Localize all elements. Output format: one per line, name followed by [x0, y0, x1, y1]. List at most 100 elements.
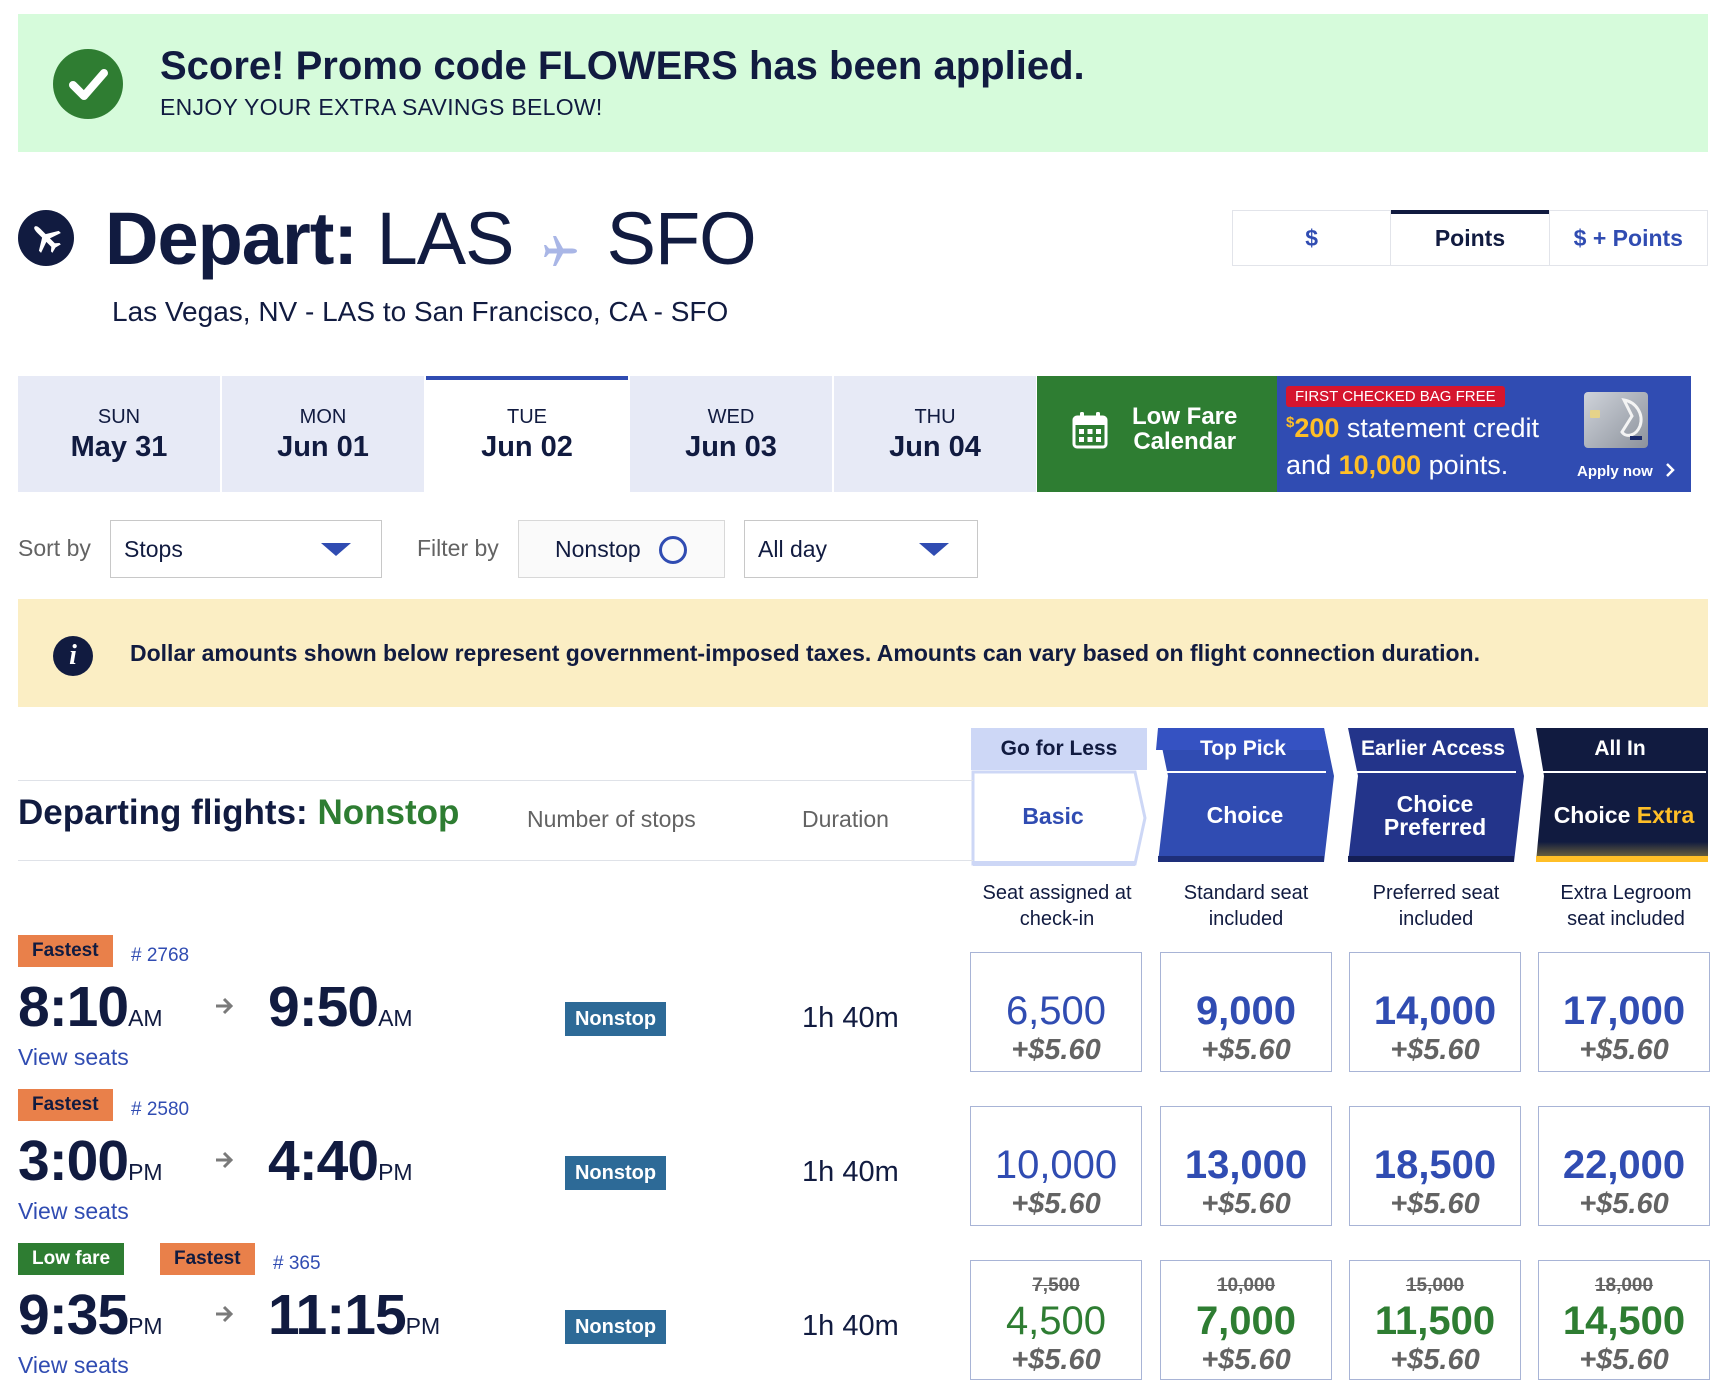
fare-points: 17,000	[1562, 989, 1686, 1033]
fare-tax: +$5.60	[1579, 1188, 1669, 1220]
fare-price-basic[interactable]: 10,000 +$5.60	[970, 1106, 1142, 1226]
currency-dollars-plus-points[interactable]: $ + Points	[1573, 224, 1683, 251]
view-seats-link[interactable]: View seats	[18, 1198, 129, 1224]
fare-tax: +$5.60	[1579, 1034, 1669, 1066]
column-header-duration: Duration	[802, 806, 889, 832]
arrival-time: 9:50AM	[268, 974, 413, 1040]
fare-description-choice: Standard seat included	[1160, 880, 1332, 932]
fare-price-basic[interactable]: 6,500 +$5.60	[970, 952, 1142, 1072]
flight-number: # 2580	[131, 1099, 190, 1120]
fare-points: 10,000	[994, 1143, 1118, 1187]
sort-select-value: Stops	[124, 536, 183, 562]
fare-points: 7,000	[1195, 1299, 1297, 1343]
chevron-down-icon	[919, 543, 949, 556]
currency-points[interactable]: Points	[1391, 210, 1550, 265]
radio-ring-icon	[659, 536, 687, 564]
view-seats-link[interactable]: View seats	[18, 1352, 129, 1378]
fare-description-choice-preferred: Preferred seat included	[1350, 880, 1522, 932]
fare-tax: +$5.60	[1579, 1344, 1669, 1376]
arrow-right-icon	[212, 992, 236, 1024]
flight-row[interactable]: Fastest # 2768 8:10AM 9:50AM View seats …	[0, 935, 1724, 1075]
column-header-stops: Number of stops	[527, 806, 696, 832]
credit-card-ad[interactable]: FIRST CHECKED BAG FREE $200 statement cr…	[1277, 376, 1691, 492]
arr-time-value: 4:40	[268, 1129, 379, 1193]
low-fare-calendar-button[interactable]: Low Fare Calendar	[1037, 376, 1277, 492]
dep-time-ampm: PM	[128, 1313, 163, 1339]
dep-time-value: 3:00	[18, 1129, 129, 1193]
depart-label: Depart:	[105, 197, 358, 280]
fare-tax: +$5.60	[1201, 1344, 1291, 1376]
fare-price-choice-extra[interactable]: 22,000 +$5.60	[1538, 1106, 1710, 1226]
fare-points: 14,500	[1562, 1299, 1686, 1343]
date-tab-jun-03[interactable]: WED Jun 03	[630, 376, 832, 492]
fare-tax: +$5.60	[1390, 1034, 1480, 1066]
chevron-down-icon	[321, 543, 351, 556]
arr-time-value: 11:15	[268, 1283, 407, 1347]
flight-duration: 1h 40m	[802, 1002, 899, 1034]
fare-desc-line-1: Standard seat	[1183, 882, 1309, 904]
fastest-tag: Fastest	[18, 1089, 113, 1121]
fare-price-choice-extra[interactable]: 17,000 +$5.60	[1538, 952, 1710, 1072]
low-fare-calendar-label: Low Fare Calendar	[1132, 404, 1237, 454]
currency-dollars[interactable]: $	[1233, 211, 1392, 265]
flight-row[interactable]: Fastest # 2580 3:00PM 4:40PM View seats …	[0, 1089, 1724, 1229]
divider	[18, 780, 973, 781]
fare-name: Choice Extra	[1540, 774, 1708, 856]
low-fare-line-2: Calendar	[1133, 428, 1237, 455]
card-ad-line-1: $200 statement credit	[1286, 413, 1539, 444]
date-tab-may-31[interactable]: SUN May 31	[18, 376, 220, 492]
date-tab-dow: SUN	[97, 406, 141, 428]
fare-original-points: 7,500	[1032, 1275, 1080, 1296]
fare-original-points: 15,000	[1405, 1275, 1465, 1296]
route-subtitle: Las Vegas, NV - LAS to San Francisco, CA…	[112, 296, 729, 327]
fare-price-choice[interactable]: 13,000 +$5.60	[1160, 1106, 1332, 1226]
arr-time-ampm: PM	[378, 1159, 413, 1185]
fare-tax: +$5.60	[1390, 1188, 1480, 1220]
arrow-right-icon	[212, 1146, 236, 1178]
stops-badge: Nonstop	[565, 1156, 666, 1190]
fare-name: Basic	[1022, 802, 1084, 829]
choice-preferred-fare-shape	[1342, 728, 1524, 869]
apply-now-link[interactable]: Apply now	[1577, 462, 1675, 482]
date-tab-jun-02[interactable]: TUE Jun 02	[426, 376, 628, 492]
date-tab-date: Jun 04	[889, 431, 981, 463]
fare-price-choice[interactable]: 10,000 7,000 +$5.60	[1160, 1260, 1332, 1380]
fastest-tag: Fastest	[160, 1243, 255, 1275]
fare-points: 11,500	[1374, 1299, 1496, 1343]
fare-tax: +$5.60	[1011, 1188, 1101, 1220]
fare-price-choice-preferred[interactable]: 14,000 +$5.60	[1349, 952, 1521, 1072]
fare-desc-line-2: included	[1208, 908, 1284, 930]
fare-desc-line-1: Preferred seat	[1372, 882, 1500, 904]
fare-price-choice-preferred[interactable]: 15,000 11,500 +$5.60	[1349, 1260, 1521, 1380]
fare-price-choice[interactable]: 9,000 +$5.60	[1160, 952, 1332, 1072]
time-of-day-select[interactable]: All day	[744, 520, 978, 578]
date-tab-dow: THU	[914, 406, 956, 428]
fare-name: Choice Preferred	[1350, 776, 1520, 856]
card-ad-line-1-rest: statement credit	[1339, 413, 1539, 443]
low-fare-tag: Low fare	[18, 1243, 125, 1275]
fare-price-choice-extra[interactable]: 18,000 14,500 +$5.60	[1538, 1260, 1710, 1380]
fare-name-part-2: Extra	[1636, 801, 1695, 828]
currency-toggle: $ Points $ + Points	[1232, 210, 1708, 266]
fare-column-basic: Go for Less Basic	[971, 728, 1147, 867]
fare-price-choice-preferred[interactable]: 18,500 +$5.60	[1349, 1106, 1521, 1226]
dep-time-value: 8:10	[18, 975, 129, 1039]
time-of-day-value: All day	[758, 536, 828, 562]
card-ad-amount: 200	[1294, 413, 1340, 443]
view-seats-link[interactable]: View seats	[18, 1044, 129, 1070]
fare-tax: +$5.60	[1011, 1344, 1101, 1376]
date-tab-jun-04[interactable]: THU Jun 04	[834, 376, 1036, 492]
departure-time: 8:10AM	[18, 974, 163, 1040]
arrival-time: 11:15PM	[268, 1282, 440, 1348]
fare-tagline: Earlier Access	[1361, 737, 1505, 760]
date-tab-dow: TUE	[507, 406, 547, 428]
flight-row[interactable]: Low fare Fastest # 365 9:35PM 11:15PM Vi…	[0, 1243, 1724, 1383]
departing-flights-title: Departing flights: Nonstop	[18, 793, 459, 833]
fare-price-basic[interactable]: 7,500 4,500 +$5.60	[970, 1260, 1142, 1380]
nonstop-filter-toggle[interactable]: Nonstop	[518, 520, 725, 578]
sort-select[interactable]: Stops	[110, 520, 382, 578]
fare-name-part-1: Choice	[1553, 801, 1631, 828]
fare-points: 13,000	[1184, 1143, 1308, 1187]
date-tab-date: Jun 02	[481, 431, 573, 463]
date-tab-jun-01[interactable]: MON Jun 01	[222, 376, 424, 492]
